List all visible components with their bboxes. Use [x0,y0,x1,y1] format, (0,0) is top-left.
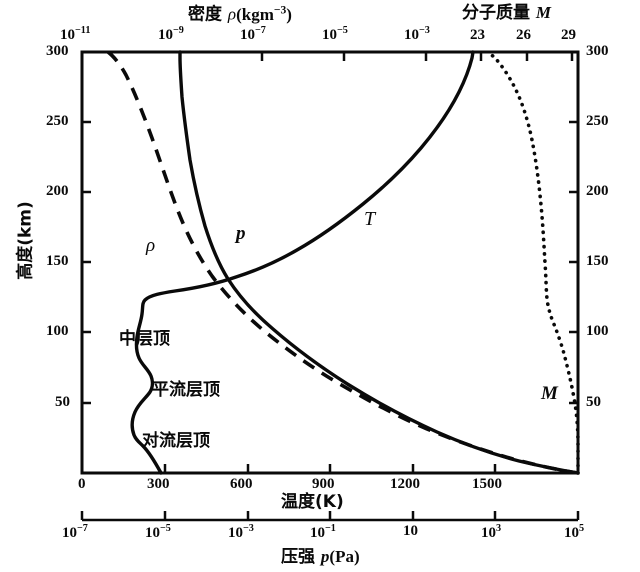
left-tick-50: 50 [55,394,70,410]
right-axis-ticks [569,50,578,405]
temperature-tick-900: 900 [312,476,335,492]
density-axis-title: 密度 ρ(kgm−3) [188,3,292,25]
pressure-axis [80,511,580,522]
right-tick-100: 100 [586,323,609,339]
pressure-curve-label: p [236,223,246,244]
temperature-tick-0: 0 [78,476,86,492]
temperature-curve [130,50,475,475]
molar-mass-tick-29: 29 [561,27,576,43]
density-tick-1e-11: 10−11 [60,25,91,43]
left-tick-100: 100 [46,323,69,339]
molar-mass-tick-26: 26 [516,27,531,43]
density-curve [106,50,579,475]
left-tick-300: 300 [46,43,69,59]
pressure-tick-1e3: 103 [481,523,502,541]
pressure-tick-10: 10 [403,523,418,539]
height-axis-title: 高度(km) [15,201,36,280]
annotation-mesopause: 中层顶 [119,329,170,349]
molar-mass-curve [485,50,580,475]
right-tick-300: 300 [586,43,609,59]
temperature-axis-title: 温度(K) [281,492,344,512]
density-tick-1e-7: 10−7 [240,25,266,43]
temperature-tick-1200: 1200 [390,476,420,492]
pressure-tick-1e-1: 10−1 [310,523,336,541]
bottom-temperature-ticks [80,464,497,473]
pressure-axis-title: 压强 p(Pa) [281,547,360,567]
left-tick-150: 150 [46,253,69,269]
temperature-tick-300: 300 [147,476,170,492]
temperature-tick-600: 600 [230,476,253,492]
pressure-tick-1e-5: 10−5 [145,523,171,541]
density-tick-1e-3: 10−3 [404,25,430,43]
molar-mass-axis-title: 分子质量 M [462,3,552,23]
pressure-curve [178,50,580,475]
left-tick-200: 200 [46,183,69,199]
right-tick-150: 150 [586,253,609,269]
left-axis-ticks [82,50,91,475]
pressure-tick-1e-7: 10−7 [62,523,88,541]
pressure-tick-1e5: 105 [564,523,585,541]
density-curve-label: ρ [146,235,156,256]
annotation-tropopause: 对流层顶 [142,431,210,451]
right-tick-250: 250 [586,113,609,129]
density-tick-1e-5: 10−5 [322,25,348,43]
temperature-tick-1500: 1500 [472,476,502,492]
pressure-tick-1e-3: 10−3 [228,523,254,541]
density-tick-1e-9: 10−9 [158,25,184,43]
molar-mass-tick-23: 23 [470,27,485,43]
right-tick-50: 50 [586,394,601,410]
plot-frame [80,50,580,475]
molar-mass-curve-label: M [541,383,558,404]
temperature-curve-label: T [364,208,376,230]
annotation-stratopause: 平流层顶 [152,380,220,400]
left-tick-250: 250 [46,113,69,129]
right-tick-200: 200 [586,183,609,199]
